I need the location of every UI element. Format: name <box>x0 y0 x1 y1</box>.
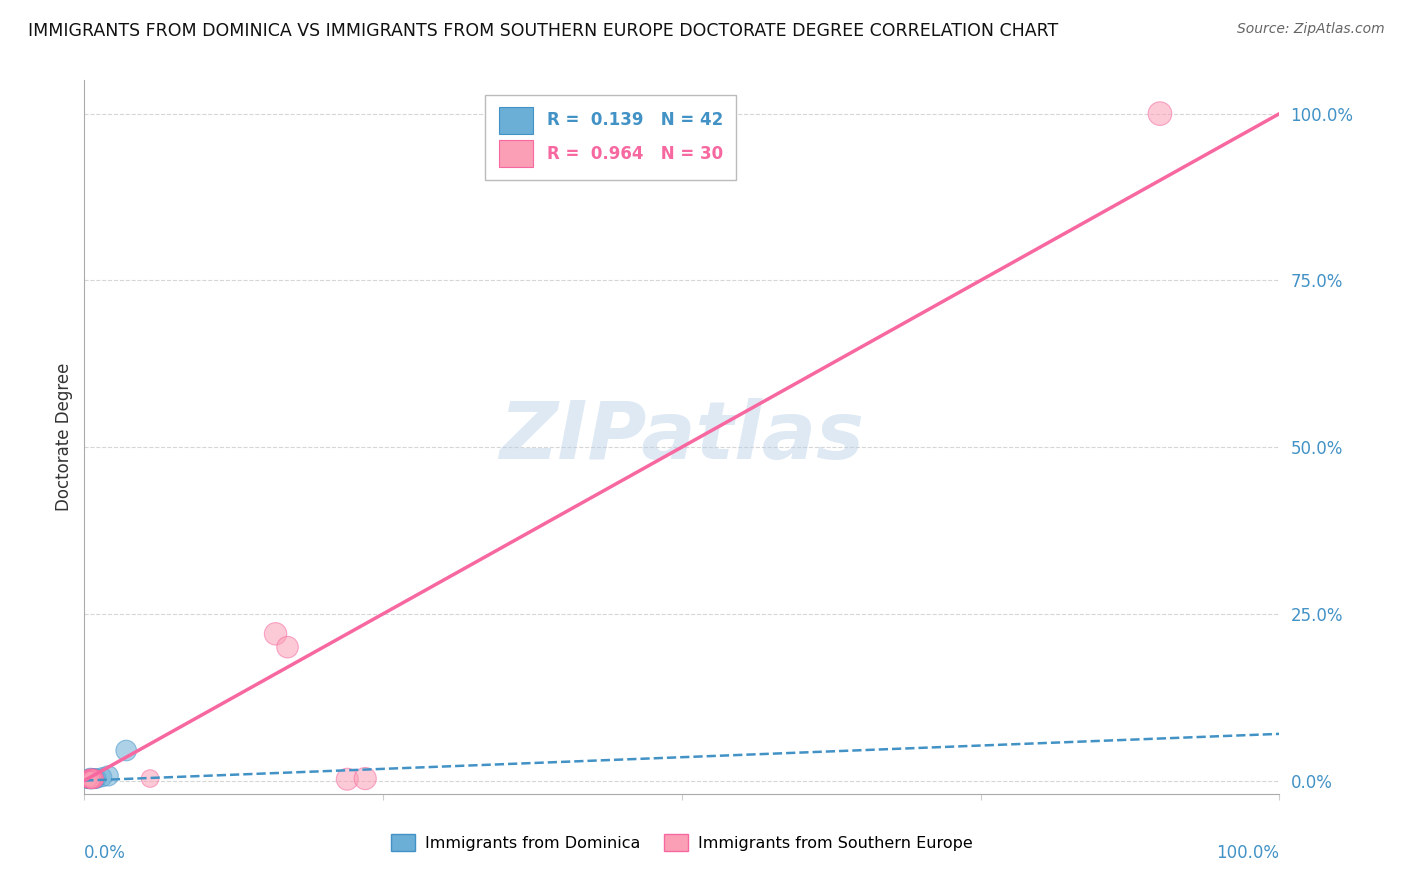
Point <box>79 772 101 786</box>
Point <box>82 772 104 786</box>
Point <box>79 772 101 787</box>
Text: R =  0.139   N = 42: R = 0.139 N = 42 <box>547 112 723 129</box>
Point <box>77 772 100 787</box>
Point <box>77 772 100 786</box>
Point <box>80 772 103 787</box>
Point <box>83 772 105 786</box>
Point <box>80 772 103 787</box>
Point <box>83 772 105 787</box>
Point <box>79 772 101 787</box>
Point <box>83 772 105 786</box>
Point <box>1149 106 1171 120</box>
Point <box>83 772 105 787</box>
Point <box>77 772 100 787</box>
Point <box>77 772 100 787</box>
Point <box>77 772 100 787</box>
Point <box>91 770 114 784</box>
FancyBboxPatch shape <box>499 140 533 168</box>
Point <box>77 772 100 787</box>
Point <box>79 772 101 787</box>
Text: R =  0.964   N = 30: R = 0.964 N = 30 <box>547 145 723 162</box>
Point <box>79 772 101 787</box>
Point <box>82 772 104 786</box>
Point <box>82 772 104 787</box>
Point <box>77 772 100 787</box>
Point <box>115 743 138 757</box>
Text: IMMIGRANTS FROM DOMINICA VS IMMIGRANTS FROM SOUTHERN EUROPE DOCTORATE DEGREE COR: IMMIGRANTS FROM DOMINICA VS IMMIGRANTS F… <box>28 22 1059 40</box>
Point <box>82 772 104 786</box>
Point <box>79 772 101 787</box>
Point <box>76 772 98 787</box>
Point <box>83 772 105 787</box>
Point <box>77 772 100 787</box>
Point <box>77 772 100 787</box>
Point <box>80 772 103 786</box>
Point <box>77 772 100 787</box>
Point <box>84 772 107 787</box>
Point <box>77 772 100 787</box>
Point <box>79 772 101 786</box>
Point <box>80 772 103 787</box>
Y-axis label: Doctorate Degree: Doctorate Degree <box>55 363 73 511</box>
Point <box>84 772 107 787</box>
Point <box>77 772 100 787</box>
Point <box>79 772 101 786</box>
Point <box>277 640 299 655</box>
FancyBboxPatch shape <box>485 95 735 180</box>
Point <box>80 772 103 787</box>
Text: ZIPatlas: ZIPatlas <box>499 398 865 476</box>
Point <box>79 772 101 787</box>
Text: Source: ZipAtlas.com: Source: ZipAtlas.com <box>1237 22 1385 37</box>
Point <box>79 772 101 786</box>
Point <box>80 772 103 786</box>
Point <box>77 772 100 787</box>
Point <box>79 772 101 786</box>
Point <box>77 772 100 787</box>
Point <box>84 772 107 786</box>
Point <box>80 772 103 787</box>
Point <box>79 772 101 786</box>
Point <box>264 627 287 641</box>
Point <box>83 772 105 786</box>
Point <box>77 772 100 787</box>
Point <box>80 772 103 786</box>
Text: 100.0%: 100.0% <box>1216 844 1279 862</box>
Point <box>80 772 103 786</box>
Point <box>80 772 103 787</box>
Point <box>80 772 103 786</box>
Text: 0.0%: 0.0% <box>84 844 127 862</box>
Point <box>82 772 104 786</box>
Point <box>83 772 105 786</box>
Point <box>139 772 162 786</box>
Point <box>77 772 100 787</box>
Point <box>97 769 120 783</box>
Point <box>77 772 100 787</box>
FancyBboxPatch shape <box>499 107 533 134</box>
Point <box>82 772 104 787</box>
Point <box>86 772 108 786</box>
Point <box>77 772 100 787</box>
Point <box>354 772 377 786</box>
Legend: Immigrants from Dominica, Immigrants from Southern Europe: Immigrants from Dominica, Immigrants fro… <box>385 828 979 857</box>
Point <box>77 772 100 787</box>
Point <box>83 772 105 787</box>
Point <box>82 772 104 787</box>
Point <box>77 772 100 787</box>
Point <box>336 772 359 787</box>
